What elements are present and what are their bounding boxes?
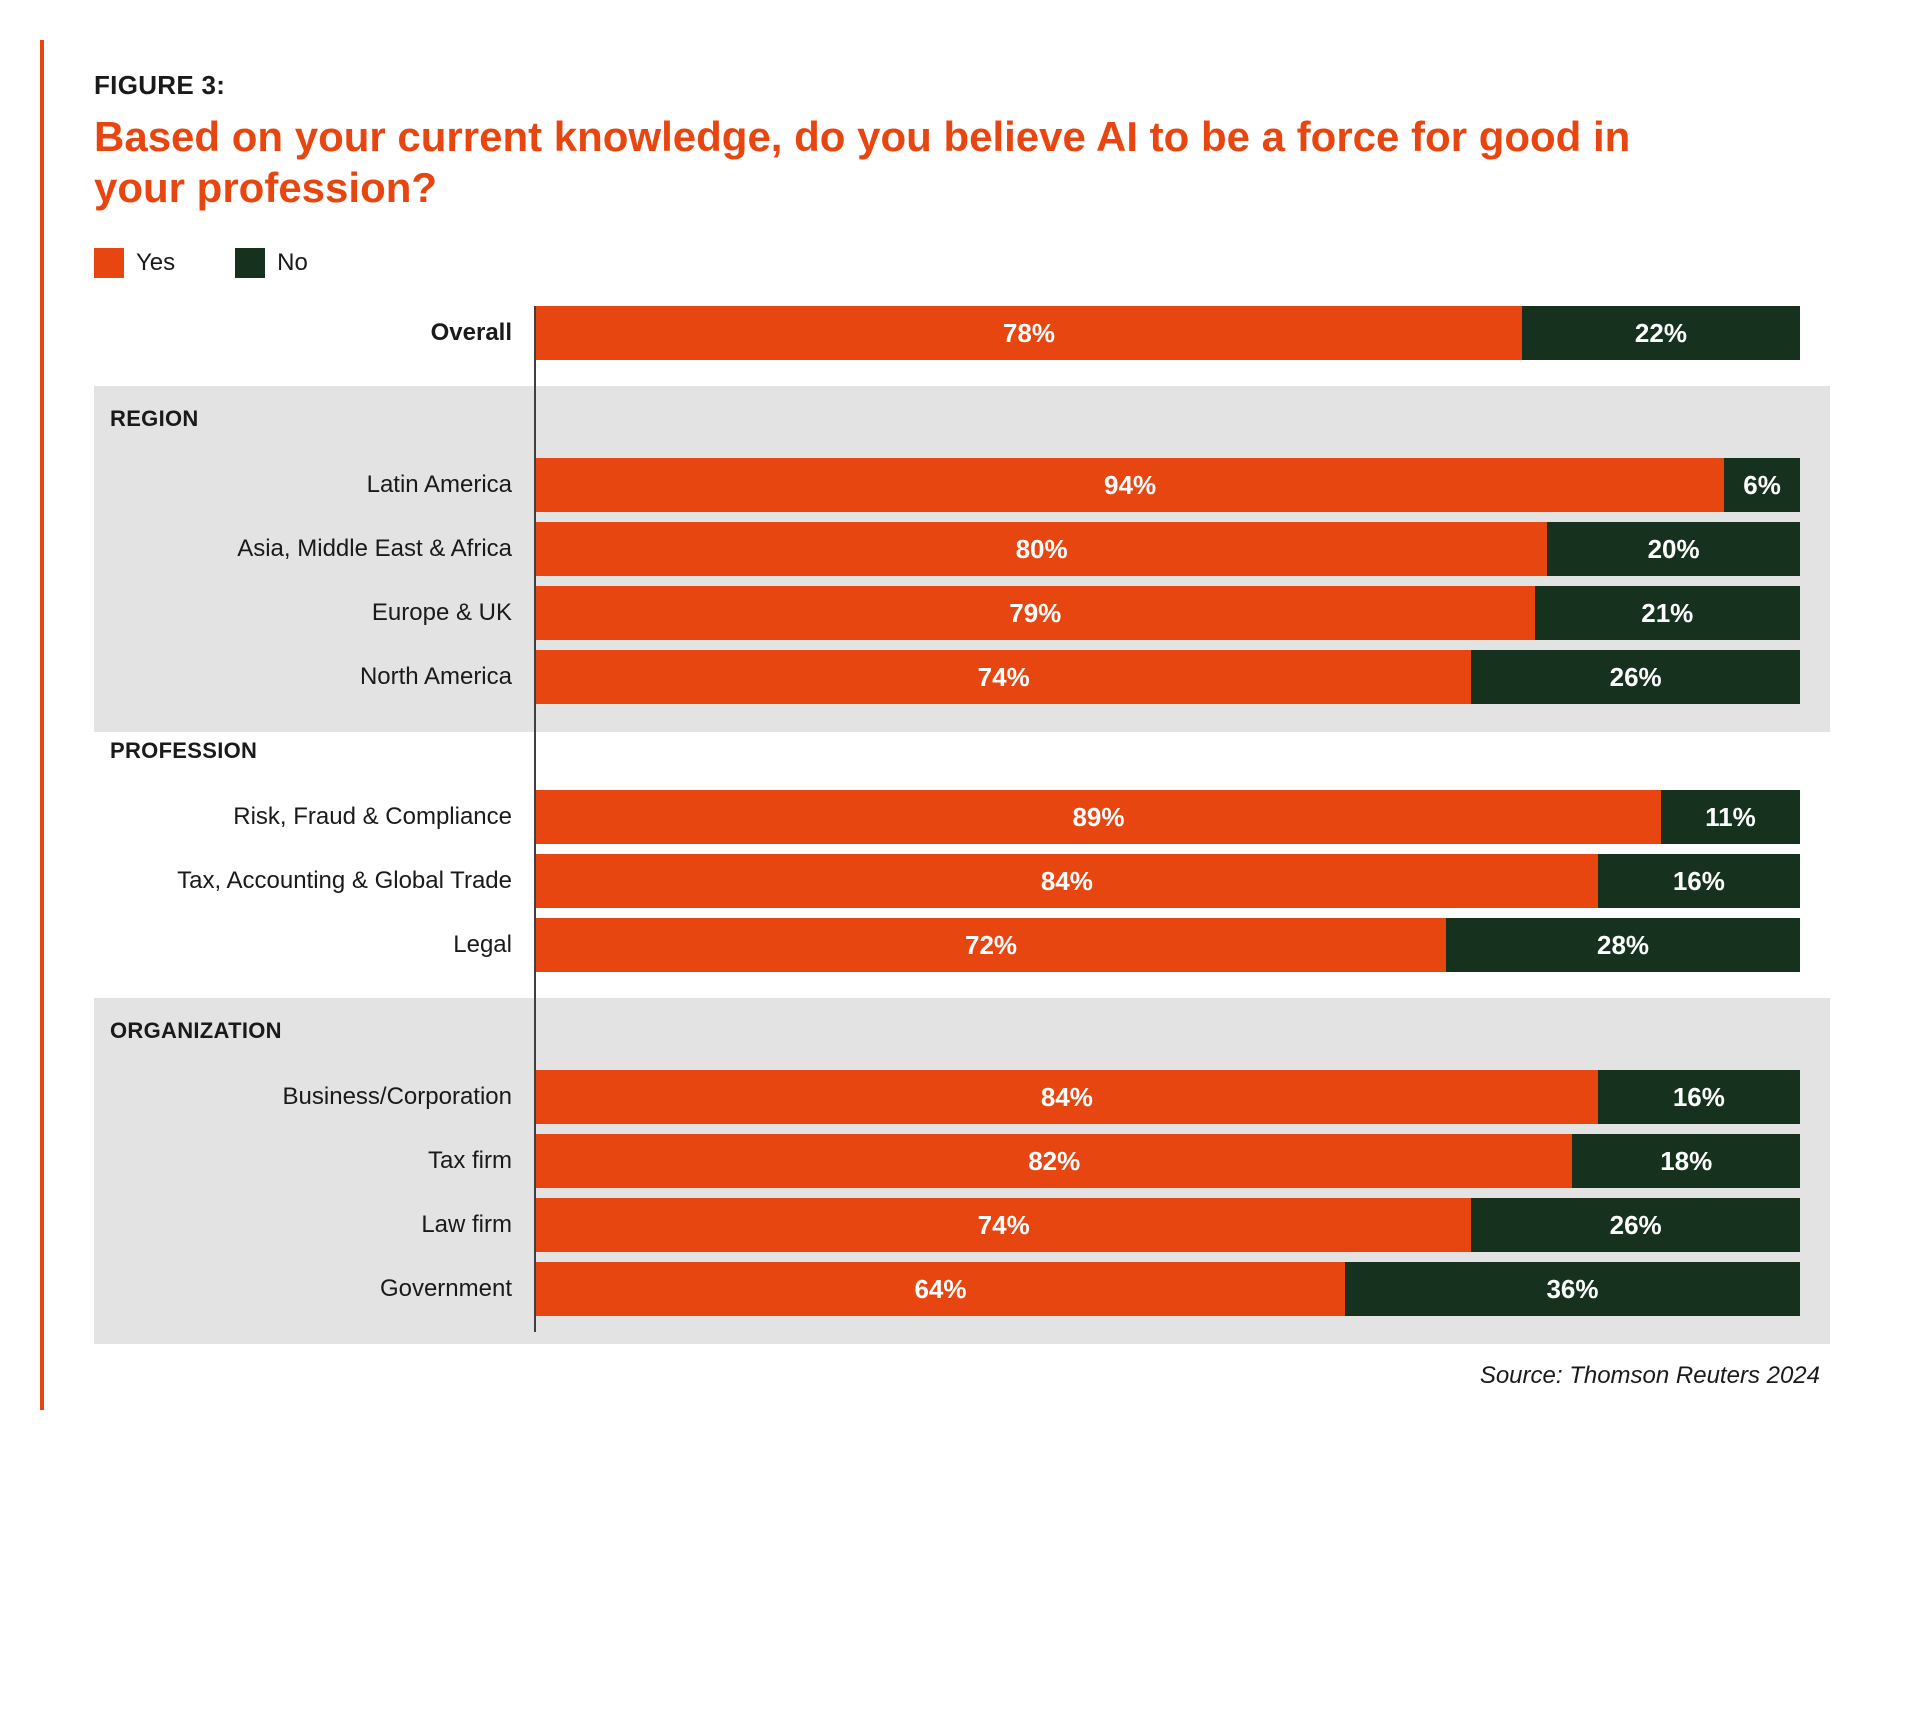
- bar-row: Legal72%28%: [94, 918, 1800, 972]
- row-label: Law firm: [94, 1211, 534, 1239]
- bar-segment-no: 20%: [1547, 522, 1800, 576]
- bar-segment-no: 16%: [1598, 1070, 1800, 1124]
- bar-row: Business/Corporation84%16%: [94, 1070, 1800, 1124]
- legend: Yes No: [94, 248, 1830, 278]
- bar-segment-yes: 84%: [536, 854, 1598, 908]
- row-label: Europe & UK: [94, 599, 534, 627]
- stacked-bar: 78%22%: [536, 306, 1800, 360]
- row-label: Legal: [94, 931, 534, 959]
- bar-row: Risk, Fraud & Compliance89%11%: [94, 790, 1800, 844]
- bar-row: Tax, Accounting & Global Trade84%16%: [94, 854, 1800, 908]
- bar-segment-yes: 82%: [536, 1134, 1572, 1188]
- bar-row: Asia, Middle East & Africa80%20%: [94, 522, 1800, 576]
- section-group: PROFESSION Risk, Fraud & Compliance89%11%…: [94, 732, 1830, 998]
- bar-segment-yes: 84%: [536, 1070, 1598, 1124]
- stacked-bar: 74%26%: [536, 650, 1800, 704]
- stacked-bar: 84%16%: [536, 1070, 1800, 1124]
- section-header: REGION: [94, 400, 1830, 448]
- bar-row: Law firm74%26%: [94, 1198, 1800, 1252]
- bar-segment-no: 6%: [1724, 458, 1800, 512]
- stacked-bar: 64%36%: [536, 1262, 1800, 1316]
- row-label: Latin America: [94, 471, 534, 499]
- bar-segment-no: 16%: [1598, 854, 1800, 908]
- legend-item-yes: Yes: [94, 248, 175, 278]
- bar-segment-no: 11%: [1661, 790, 1800, 844]
- row-label: Risk, Fraud & Compliance: [94, 803, 534, 831]
- bar-row: Government64%36%: [94, 1262, 1800, 1316]
- legend-swatch-yes: [94, 248, 124, 278]
- stacked-bar: 80%20%: [536, 522, 1800, 576]
- row-label: Tax, Accounting & Global Trade: [94, 867, 534, 895]
- legend-swatch-no: [235, 248, 265, 278]
- bar-segment-yes: 74%: [536, 1198, 1471, 1252]
- bar-segment-yes: 64%: [536, 1262, 1345, 1316]
- figure-label: FIGURE 3:: [94, 70, 1830, 101]
- y-axis-line: [534, 306, 536, 1332]
- bar-row: Europe & UK79%21%: [94, 586, 1800, 640]
- stacked-bar: 82%18%: [536, 1134, 1800, 1188]
- row-label: Overall: [94, 319, 534, 347]
- bar-segment-no: 18%: [1572, 1134, 1800, 1188]
- bar-row: Overall78%22%: [94, 306, 1800, 360]
- stacked-bar: 89%11%: [536, 790, 1800, 844]
- bar-row: Tax firm82%18%: [94, 1134, 1800, 1188]
- bar-segment-no: 26%: [1471, 650, 1800, 704]
- figure-container: FIGURE 3: Based on your current knowledg…: [40, 40, 1860, 1410]
- legend-item-no: No: [235, 248, 308, 278]
- bar-segment-no: 26%: [1471, 1198, 1800, 1252]
- bar-row: North America74%26%: [94, 650, 1800, 704]
- bar-segment-yes: 72%: [536, 918, 1446, 972]
- bar-segment-no: 21%: [1535, 586, 1800, 640]
- stacked-bar: 74%26%: [536, 1198, 1800, 1252]
- stacked-bar: 84%16%: [536, 854, 1800, 908]
- figure-title: Based on your current knowledge, do you …: [94, 111, 1694, 213]
- section-header: PROFESSION: [94, 732, 1830, 780]
- legend-label-yes: Yes: [136, 249, 175, 277]
- bar-segment-no: 28%: [1446, 918, 1800, 972]
- bar-segment-yes: 80%: [536, 522, 1547, 576]
- row-label: Business/Corporation: [94, 1083, 534, 1111]
- row-label: Tax firm: [94, 1147, 534, 1175]
- bar-segment-yes: 79%: [536, 586, 1535, 640]
- bar-segment-yes: 74%: [536, 650, 1471, 704]
- bar-segment-no: 36%: [1345, 1262, 1800, 1316]
- stacked-bar: 79%21%: [536, 586, 1800, 640]
- bar-segment-yes: 78%: [536, 306, 1522, 360]
- section-group: ORGANIZATIONBusiness/Corporation84%16%Ta…: [94, 998, 1830, 1344]
- bar-segment-yes: 94%: [536, 458, 1724, 512]
- chart-area: Overall78%22%REGIONLatin America94%6%Asi…: [94, 306, 1830, 1344]
- row-label: Asia, Middle East & Africa: [94, 535, 534, 563]
- row-label: Government: [94, 1275, 534, 1303]
- legend-label-no: No: [277, 249, 308, 277]
- bar-row: Latin America94%6%: [94, 458, 1800, 512]
- row-label: North America: [94, 663, 534, 691]
- section-header: ORGANIZATION: [94, 1012, 1830, 1060]
- section-overall: Overall78%22%: [94, 306, 1830, 386]
- source-attribution: Source: Thomson Reuters 2024: [94, 1362, 1830, 1390]
- stacked-bar: 94%6%: [536, 458, 1800, 512]
- section-group: REGIONLatin America94%6%Asia, Middle Eas…: [94, 386, 1830, 732]
- bar-segment-yes: 89%: [536, 790, 1661, 844]
- bar-segment-no: 22%: [1522, 306, 1800, 360]
- stacked-bar: 72%28%: [536, 918, 1800, 972]
